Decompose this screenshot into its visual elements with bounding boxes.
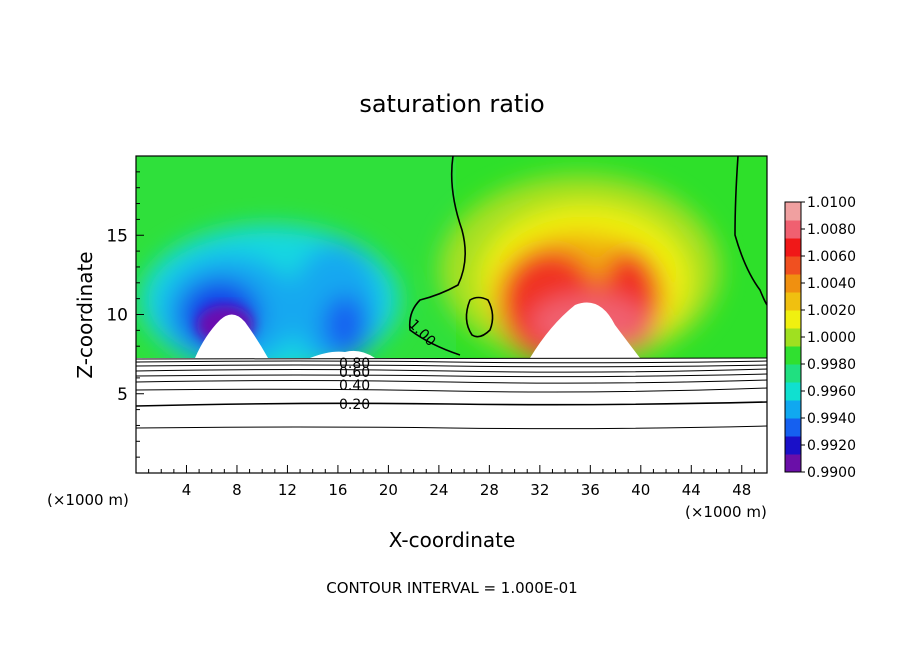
chart-title: saturation ratio [359, 90, 544, 118]
colorbar-swatch-13 [785, 220, 801, 239]
colorbar-tick-label-7: 0.9960 [807, 384, 856, 400]
x-axis-ticks: 4 8 12 16 20 24 28 32 36 40 44 48 [148, 465, 755, 499]
colorbar-swatch-5 [785, 364, 801, 383]
terrain-mid [310, 350, 375, 358]
colorbar-tick-label-9: 0.9920 [807, 438, 856, 454]
colorbar-swatch-0 [785, 454, 801, 473]
contour-lines [408, 156, 767, 356]
colorbar-tick-label-0: 1.0100 [807, 195, 856, 211]
x-tick-label-1: 8 [232, 481, 242, 499]
colorbar-swatch-1 [785, 436, 801, 455]
colorbar-tick-label-2: 1.0060 [807, 249, 856, 265]
colorbar-ticks: 1.0100 1.0080 1.0060 1.0040 1.0020 1.0000 0.99… [801, 195, 856, 481]
colorbar-swatch-9 [785, 292, 801, 311]
colorbar-swatch-10 [785, 274, 801, 293]
x-axis-label: X-coordinate [389, 528, 516, 552]
x-unit-label-right: (×1000 m) [685, 503, 767, 521]
contour-label-3: 0.60 [339, 365, 370, 381]
colorbar-tick-label-1: 1.0080 [807, 222, 856, 238]
x-tick-label-9: 40 [631, 481, 650, 499]
x-unit-label-left: (×1000 m) [47, 491, 129, 509]
y-axis-ticks: 5 10 15 [106, 171, 144, 458]
contour-interval-note: CONTOUR INTERVAL = 1.000E-01 [326, 579, 577, 597]
terrain-right [530, 302, 640, 358]
x-tick-label-6: 28 [480, 481, 499, 499]
colorbar [785, 202, 801, 473]
x-tick-label-2: 12 [278, 481, 297, 499]
x-tick-label-11: 48 [732, 481, 751, 499]
colorbar-tick-label-10: 0.9900 [807, 465, 856, 481]
x-tick-label-7: 32 [530, 481, 549, 499]
heatmap-field [136, 156, 767, 358]
contour-label-2: 0.80 [339, 356, 370, 372]
y-tick-label-0: 5 [117, 385, 128, 405]
lower-domain [136, 357, 767, 473]
colorbar-swatch-2 [785, 418, 801, 437]
contour-label-5: 0.20 [339, 397, 370, 413]
terrain-left [195, 314, 268, 358]
y-axis-label: Z-coordinate [73, 251, 97, 378]
colorbar-tick-label-5: 1.0000 [807, 330, 856, 346]
colorbar-swatch-11 [785, 256, 801, 275]
colorbar-swatch-6 [785, 346, 801, 365]
colorbar-swatch-12 [785, 238, 801, 257]
colorbar-tick-label-4: 1.0020 [807, 303, 856, 319]
y-tick-label-2: 15 [106, 226, 128, 246]
colorbar-tick-label-6: 0.9980 [807, 357, 856, 373]
x-tick-label-10: 44 [682, 481, 701, 499]
colorbar-swatch-14 [785, 202, 801, 221]
y-tick-label-1: 10 [106, 306, 128, 326]
colorbar-swatch-7 [785, 328, 801, 347]
colorbar-tick-label-8: 0.9940 [807, 411, 856, 427]
x-tick-label-8: 36 [581, 481, 600, 499]
x-tick-label-3: 16 [328, 481, 347, 499]
x-tick-label-5: 24 [429, 481, 448, 499]
colorbar-swatch-4 [785, 382, 801, 401]
contour-label-4: 0.40 [339, 378, 370, 394]
colorbar-swatch-3 [785, 400, 801, 419]
colorbar-tick-label-3: 1.0040 [807, 276, 856, 292]
colorbar-swatch-8 [785, 310, 801, 329]
x-tick-label-0: 4 [182, 481, 192, 499]
x-tick-label-4: 20 [379, 481, 398, 499]
